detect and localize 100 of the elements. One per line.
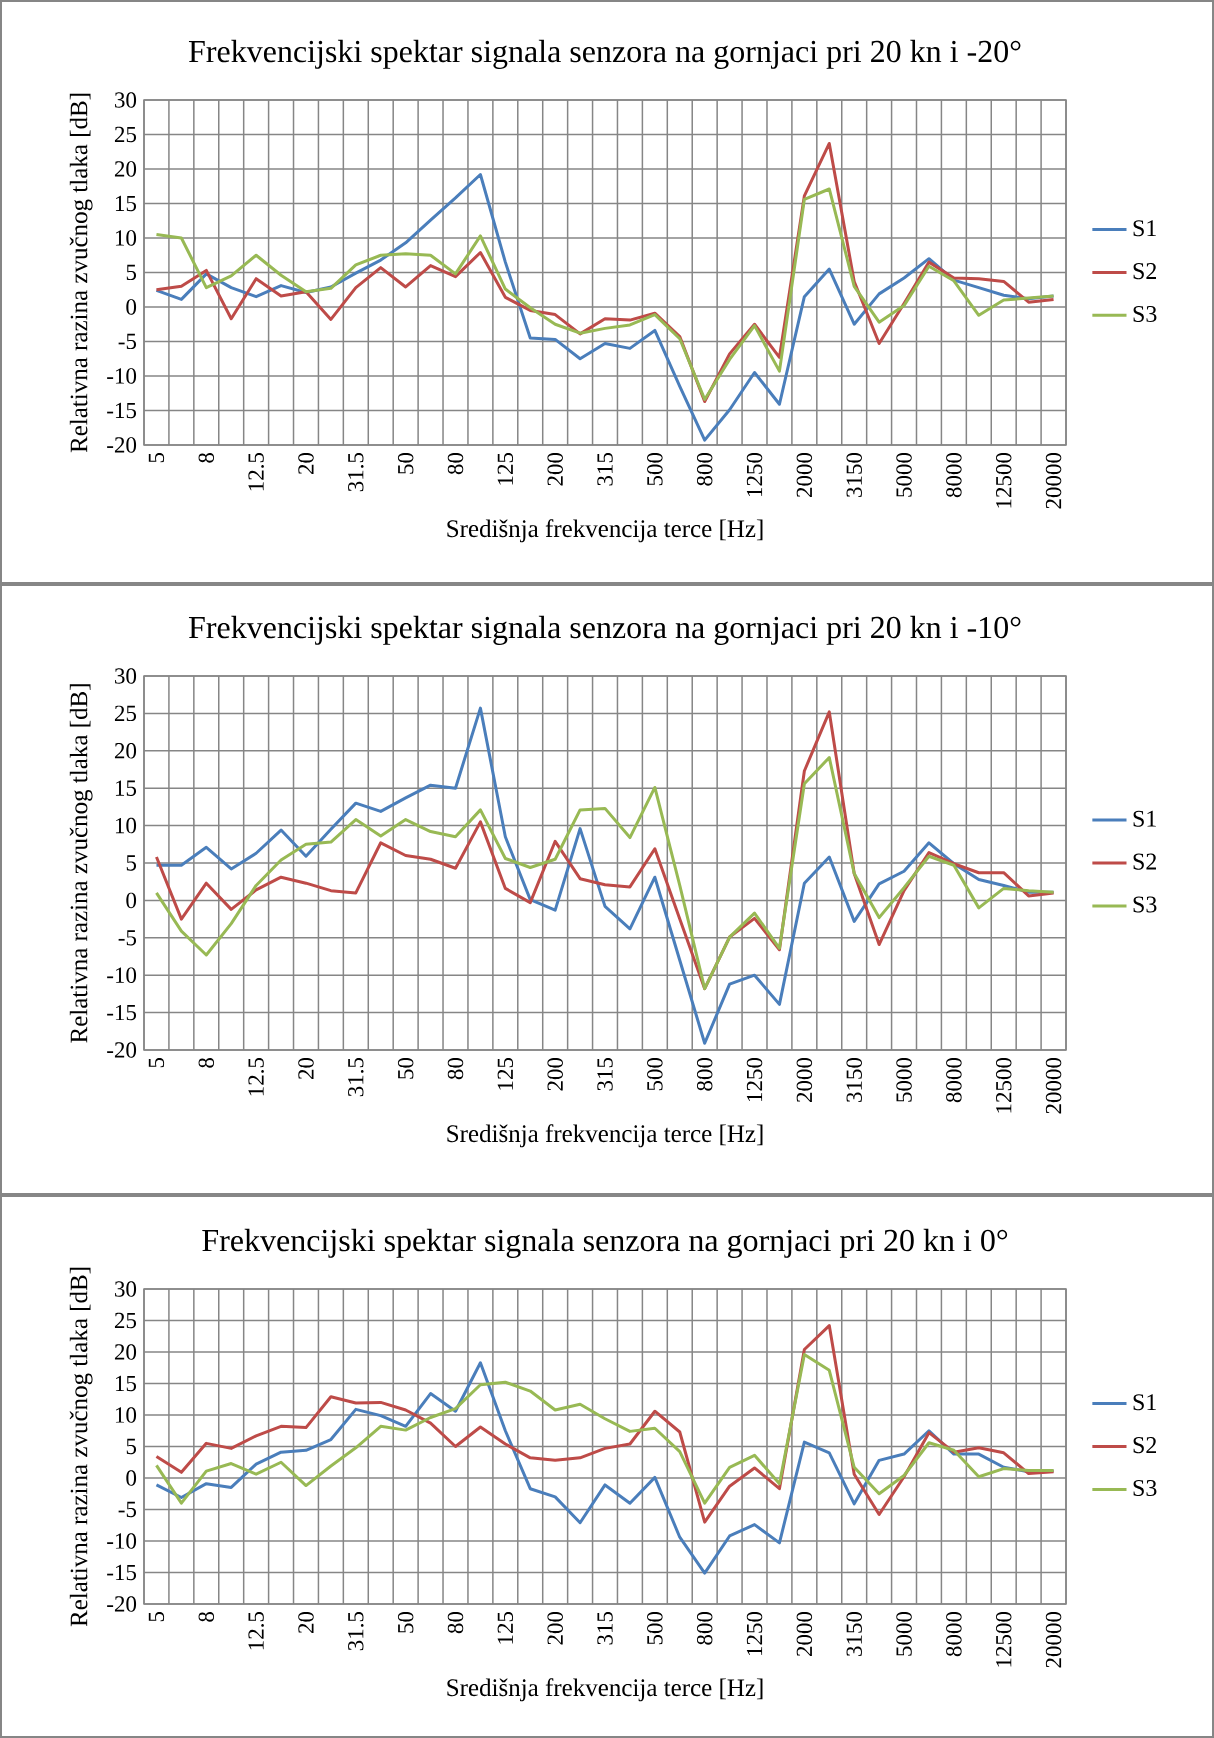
line-series — [154, 756, 1056, 991]
x-tick-label: 800 — [696, 1057, 713, 1091]
x-tick-label: 20000 — [1045, 1611, 1062, 1668]
x-axis-title: Središnja frekvencija terce [Hz] — [447, 519, 763, 543]
x-tick-label: 20000 — [1045, 452, 1062, 509]
x-tick-label: 5000 — [896, 1611, 912, 1656]
y-tick-label: -10 — [107, 1533, 137, 1549]
x-tick-label: 8 — [198, 452, 215, 463]
y-tick-label: -10 — [107, 967, 137, 983]
legend-label: S2 — [1133, 1437, 1157, 1454]
y-tick-label: -15 — [107, 1564, 137, 1581]
y-tick-label: -15 — [107, 1004, 137, 1021]
y-tick-label: 25 — [114, 126, 137, 143]
y-tick-label: 30 — [115, 92, 137, 108]
y-tick-label: -5 — [118, 930, 137, 946]
x-tick-label: 20 — [298, 452, 314, 475]
x-tick-label: 50 — [397, 1611, 414, 1633]
legend-label: S1 — [1133, 810, 1156, 827]
y-axis-title: Relativna razina zvučnog tlaka [dB] — [69, 93, 93, 453]
y-tick-label: 0 — [126, 1470, 137, 1486]
y-tick-label: 10 — [115, 1407, 137, 1423]
x-tick-label: 800 — [696, 452, 713, 486]
x-tick-label: 315 — [597, 1611, 613, 1645]
y-tick-label: 15 — [115, 780, 137, 796]
x-tick-label: 500 — [647, 452, 663, 486]
y-tick-label: 25 — [114, 1312, 137, 1329]
y-tick-label: 0 — [126, 299, 137, 315]
x-tick-label: 8 — [198, 1057, 215, 1068]
x-tick-label: 80 — [447, 1057, 464, 1080]
x-tick-label: 125 — [497, 452, 514, 485]
y-tick-label: 5 — [126, 855, 137, 871]
x-tick-label: 31.5 — [348, 1057, 364, 1097]
x-tick-label: 5 — [148, 1057, 165, 1068]
y-axis-title: Relativna razina zvučnog tlaka [dB] — [69, 1267, 93, 1627]
y-tick-label: -15 — [107, 402, 137, 419]
legend-label: S1 — [1133, 220, 1156, 237]
x-tick-label: 50 — [397, 1057, 414, 1079]
y-tick-label: -20 — [107, 437, 137, 453]
x-tick-label: 3150 — [846, 1057, 862, 1102]
x-tick-label: 8000 — [946, 452, 962, 498]
x-tick-label: 5000 — [896, 1057, 912, 1102]
x-tick-label: 20 — [298, 1611, 314, 1634]
x-tick-label: 3150 — [846, 452, 862, 497]
x-tick-label: 200 — [547, 1057, 563, 1091]
x-tick-label: 80 — [447, 1611, 464, 1634]
y-tick-label: -5 — [118, 1501, 137, 1518]
y-tick-label: -20 — [107, 1042, 137, 1058]
x-tick-label: 8 — [198, 1611, 215, 1622]
legend-label: S3 — [1133, 896, 1157, 913]
line-series — [154, 1353, 1056, 1505]
x-tick-label: 125 — [497, 1611, 514, 1644]
x-tick-label: 2000 — [796, 452, 813, 498]
y-tick-label: 5 — [126, 1438, 137, 1455]
x-tick-label: 31.5 — [348, 452, 364, 492]
x-tick-label: 20 — [298, 1057, 314, 1080]
x-tick-label: 12500 — [995, 1611, 1012, 1667]
y-tick-label: 25 — [114, 705, 137, 722]
x-tick-label: 80 — [447, 452, 464, 475]
chart-title: Frekvencijski spektar signala senzora na gornjaci pri 20 kn i -10° — [188, 615, 1021, 645]
x-tick-label: 5 — [148, 452, 165, 463]
x-tick-label: 2000 — [796, 1611, 813, 1657]
x-tick-label: 315 — [597, 452, 613, 486]
x-axis-title: Središnja frekvencija terce [Hz] — [447, 1124, 763, 1148]
legend-label: S1 — [1133, 1394, 1156, 1411]
x-tick-label: 12.5 — [248, 1057, 264, 1096]
y-tick-label: 5 — [126, 264, 137, 281]
y-tick-label: -5 — [118, 333, 137, 350]
y-axis-title: Relativna razina zvučnog tlaka [dB] — [69, 684, 93, 1043]
x-tick-label: 20000 — [1045, 1057, 1062, 1114]
chart-title: Frekvencijski spektar signala senzora na gornjaci pri 20 kn i -20° — [188, 39, 1021, 69]
legend-label: S2 — [1133, 853, 1157, 870]
y-tick-label: 20 — [114, 743, 137, 759]
y-tick-label: 20 — [114, 161, 137, 177]
x-tick-label: 5 — [148, 1611, 165, 1622]
y-tick-label: 10 — [115, 817, 137, 834]
x-tick-label: 12.5 — [248, 1611, 264, 1650]
x-tick-label: 200 — [547, 452, 563, 486]
x-tick-label: 800 — [696, 1611, 713, 1645]
x-tick-label: 31.5 — [348, 1611, 364, 1651]
x-tick-label: 500 — [647, 1611, 663, 1645]
y-tick-label: 30 — [115, 1281, 137, 1297]
x-tick-label: 8000 — [946, 1611, 962, 1657]
x-tick-label: 12500 — [995, 452, 1012, 508]
legend-label: S2 — [1133, 263, 1157, 280]
x-tick-label: 12500 — [995, 1057, 1012, 1113]
y-tick-label: 15 — [115, 1375, 137, 1392]
x-tick-label: 1250 — [746, 1611, 763, 1656]
y-tick-label: 20 — [114, 1344, 137, 1360]
y-tick-label: 10 — [115, 230, 137, 246]
x-tick-label: 200 — [547, 1611, 563, 1645]
x-tick-label: 3150 — [846, 1611, 862, 1656]
x-tick-label: 8000 — [946, 1057, 962, 1103]
y-tick-label: 30 — [115, 668, 137, 684]
x-tick-label: 5000 — [896, 452, 912, 497]
x-tick-label: 50 — [397, 452, 414, 474]
x-tick-label: 500 — [647, 1057, 663, 1091]
x-tick-label: 12.5 — [248, 452, 264, 491]
y-tick-label: -10 — [107, 368, 137, 384]
y-tick-label: -20 — [107, 1596, 137, 1612]
x-tick-label: 1250 — [746, 1057, 763, 1102]
